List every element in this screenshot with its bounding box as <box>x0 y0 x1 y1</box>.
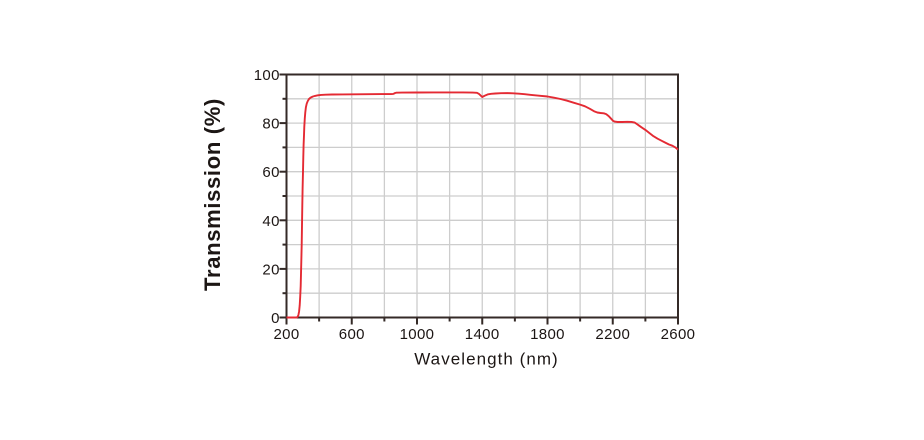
svg-text:1400: 1400 <box>465 326 500 343</box>
svg-text:Transmission (%): Transmission (%) <box>200 98 225 291</box>
svg-text:200: 200 <box>273 326 299 343</box>
svg-text:100: 100 <box>254 67 280 84</box>
svg-text:60: 60 <box>262 164 279 181</box>
svg-text:1000: 1000 <box>400 326 435 343</box>
svg-text:40: 40 <box>262 213 279 230</box>
svg-text:80: 80 <box>262 116 279 133</box>
svg-text:2200: 2200 <box>595 326 630 343</box>
svg-text:600: 600 <box>339 326 365 343</box>
svg-text:2600: 2600 <box>661 326 696 343</box>
svg-text:20: 20 <box>262 261 279 278</box>
svg-text:1800: 1800 <box>530 326 565 343</box>
svg-text:0: 0 <box>271 310 280 327</box>
svg-text:Wavelength (nm): Wavelength (nm) <box>414 349 559 368</box>
